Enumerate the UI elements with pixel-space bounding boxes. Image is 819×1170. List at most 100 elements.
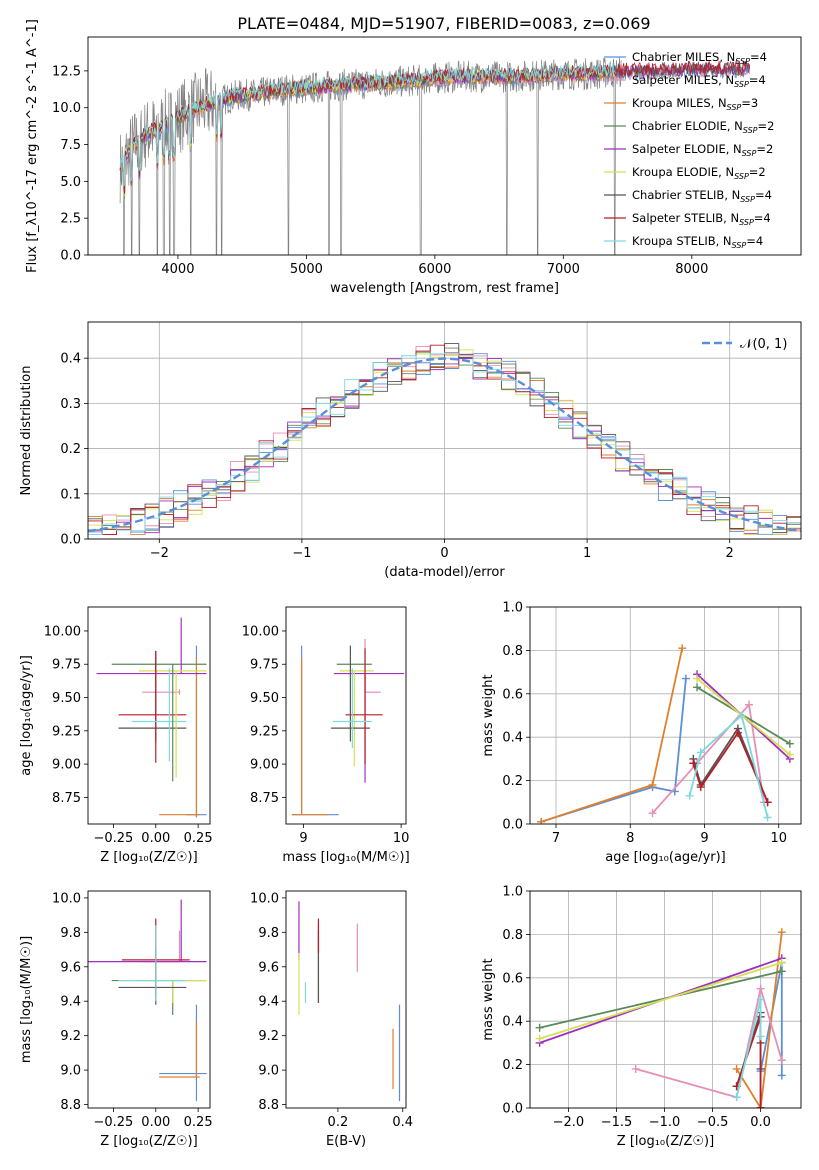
legend-entry: Kroupa ELODIE, NSSP=2: [632, 165, 766, 181]
x-tick-label: 10: [770, 831, 787, 846]
histogram-salpeter_stelib: [88, 344, 801, 535]
panel-age_vs_mass: 9 10 8.75 9.00 9.25 9.50 9.75 10.00 mass [log₁₀(…: [242, 606, 410, 865]
panel-residuals: −2 −1 0 1 2 0.0 0.1 0.2 0.3 0.4 (data-model)/error…: [19, 321, 802, 580]
y-tick-label: 9.8: [258, 926, 279, 941]
y-tick-label: 1.0: [502, 601, 523, 616]
x-axis-label: mass [log₁₀(M/M☉)]: [282, 850, 409, 865]
weight-line-salpeter_miles: [651, 702, 765, 814]
x-axis-label: Z [log₁₀(Z/Z☉)]: [100, 1134, 197, 1149]
weight-marker-kroupa_elodie: [535, 1034, 544, 1043]
plot-area: [291, 638, 405, 816]
weight-marker-salpeter_miles: [631, 1064, 640, 1073]
weight-marker-kroupa_stelib: [685, 791, 694, 800]
y-tick-label: 0.2: [60, 442, 81, 457]
y-tick-label: 9.4: [60, 995, 81, 1010]
x-tick-label: 8000: [675, 262, 708, 277]
weight-marker-kroupa_stelib: [696, 748, 705, 757]
y-tick-label: 9.50: [52, 691, 81, 706]
legend-entry: Chabrier MILES, NSSP=4: [632, 50, 767, 66]
x-tick-label: 0.25: [184, 831, 213, 846]
y-tick-label: 10.00: [242, 624, 279, 639]
axes-frame: [529, 606, 802, 825]
y-tick-label: 9.00: [250, 758, 279, 773]
legend-entry: Kroupa MILES, NSSP=3: [632, 96, 758, 112]
x-tick-label: 0: [440, 546, 448, 561]
weight-marker-salpeter_miles: [745, 700, 754, 709]
axes-frame: [285, 606, 407, 825]
y-tick-label: 9.25: [52, 724, 81, 739]
weight-line-kroupa_elodie: [539, 961, 783, 1040]
x-tick-label: 9: [299, 831, 307, 846]
legend-entry: Kroupa STELIB, NSSP=4: [632, 234, 763, 250]
y-tick-label: 10.00: [44, 624, 81, 639]
y-tick-label: 8.8: [60, 1098, 81, 1113]
x-tick-label: −1.0: [649, 1115, 681, 1130]
weight-marker-salpeter_stelib: [763, 798, 772, 807]
weight-marker-kroupa_stelib: [763, 813, 772, 822]
weight-line-kroupa_elodie: [696, 677, 791, 756]
x-axis-label: E(B-V): [326, 1134, 366, 1149]
weight-marker-kroupa_stelib: [737, 711, 746, 720]
weight-marker-kroupa_stelib: [756, 1032, 765, 1041]
weight-marker-chabrier_elodie: [785, 739, 794, 748]
weight-marker-kroupa_miles: [732, 1064, 741, 1073]
legend-entry: Chabrier ELODIE, NSSP=2: [632, 119, 774, 135]
weight-marker-kroupa_miles: [648, 780, 657, 789]
x-tick-label: −1.5: [601, 1115, 633, 1130]
x-tick-label: 0.00: [141, 831, 170, 846]
figure-title: PLATE=0484, MJD=51907, FIBERID=0083, z=0…: [237, 14, 650, 33]
y-tick-label: 2.5: [60, 212, 81, 227]
x-axis-label: Z [log₁₀(Z/Z☉)]: [617, 1134, 714, 1149]
y-tick-label: 0.2: [502, 1058, 523, 1073]
y-tick-label: 9.4: [258, 995, 279, 1010]
y-tick-label: 0.2: [502, 774, 523, 789]
x-axis-label: wavelength [Angstrom, rest frame]: [330, 281, 559, 296]
y-tick-label: 10.0: [250, 891, 279, 906]
y-tick-label: 0.6: [502, 687, 523, 702]
y-axis-label: mass weight: [481, 674, 496, 756]
y-tick-label: 9.50: [250, 691, 279, 706]
y-tick-label: 9.2: [258, 1029, 279, 1044]
x-tick-label: 4000: [161, 262, 194, 277]
x-tick-label: 0.00: [141, 1115, 170, 1130]
y-tick-label: 9.75: [250, 658, 279, 673]
weight-marker-kroupa_elodie: [777, 958, 786, 967]
x-tick-label: 7000: [547, 262, 580, 277]
weight-marker-kroupa_miles: [678, 644, 687, 653]
y-tick-label: 0.8: [502, 644, 523, 659]
y-tick-label: 9.0: [258, 1064, 279, 1079]
x-tick-label: 1: [583, 546, 591, 561]
weight-line-salpeter_stelib: [692, 731, 769, 803]
axes-frame: [529, 890, 802, 1109]
y-tick-label: 0.6: [502, 971, 523, 986]
panel-weight_vs_Z: −2.0 −1.5 −1.0 −0.5 0.0 0.0 0.2 0.4 0.6 0.8 1.0 Z […: [481, 885, 802, 1149]
x-tick-label: 0.0: [750, 1115, 771, 1130]
weight-marker-salpeter_miles: [648, 809, 657, 818]
plot-area: [119, 57, 750, 255]
weight-marker-kroupa_elodie: [693, 674, 702, 683]
y-tick-label: 10.0: [52, 891, 81, 906]
x-tick-label: 0.25: [184, 1115, 213, 1130]
y-tick-label: 8.8: [258, 1098, 279, 1113]
weight-marker-salpeter_miles: [777, 1056, 786, 1065]
weight-marker-kroupa_elodie: [785, 750, 794, 759]
y-tick-label: 0.1: [60, 487, 81, 502]
x-tick-label: −2.0: [553, 1115, 585, 1130]
x-tick-label: 5000: [290, 262, 323, 277]
plot-area: [96, 617, 207, 818]
weight-marker-chabrier_elodie: [777, 967, 786, 976]
histogram-kroupa_stelib: [88, 352, 801, 535]
y-tick-label: 0.0: [60, 533, 81, 548]
x-tick-label: 6000: [418, 262, 451, 277]
legend-entry: Chabrier STELIB, NSSP=4: [632, 188, 772, 204]
x-tick-label: −0.25: [93, 1115, 133, 1130]
x-tick-label: 8: [626, 831, 634, 846]
axes-frame: [87, 36, 802, 256]
weight-marker-salpeter_stelib: [733, 728, 742, 737]
weight-line-chabrier_miles: [540, 678, 687, 823]
y-tick-label: 9.25: [250, 724, 279, 739]
y-tick-label: 0.4: [502, 1015, 523, 1030]
y-axis-label: Normed distribution: [19, 366, 34, 496]
x-tick-label: 0.2: [328, 1115, 349, 1130]
